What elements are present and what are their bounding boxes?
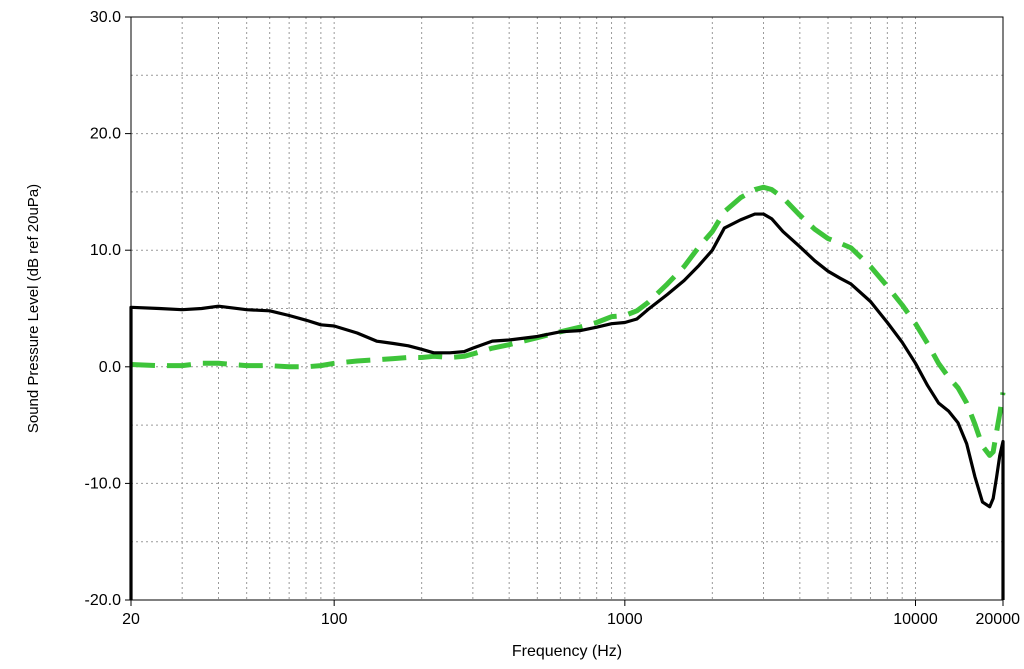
tick-labels: 30.0 20.0 10.0 0.0 -10.0 -20.020 100 1000 10000 2…	[85, 9, 1021, 628]
plot-frame	[130, 16, 1004, 601]
x-tick-label: 20	[122, 611, 140, 628]
y-tick-label: 0.0	[99, 359, 121, 376]
series-layer	[129, 184, 1006, 600]
y-tick-label: 20.0	[90, 126, 121, 143]
y-axis-label: Sound Pressure Level (dB ref 20uPa)	[25, 184, 42, 433]
series-line-solid	[129, 212, 1005, 600]
y-tick-label: -10.0	[85, 475, 122, 492]
y-tick-label: 10.0	[90, 242, 121, 259]
series-line-dashed	[130, 184, 1006, 458]
y-tick-label: 30.0	[90, 9, 121, 26]
y-tick-label: -20.0	[85, 592, 122, 609]
x-tick-label: 1000	[607, 611, 643, 628]
x-axis-label: Frequency (Hz)	[512, 643, 622, 660]
x-tick-label: 10000	[893, 611, 938, 628]
x-tick-label: 100	[321, 611, 348, 628]
x-tick-label: 20000	[976, 611, 1021, 628]
grid	[131, 17, 1003, 600]
